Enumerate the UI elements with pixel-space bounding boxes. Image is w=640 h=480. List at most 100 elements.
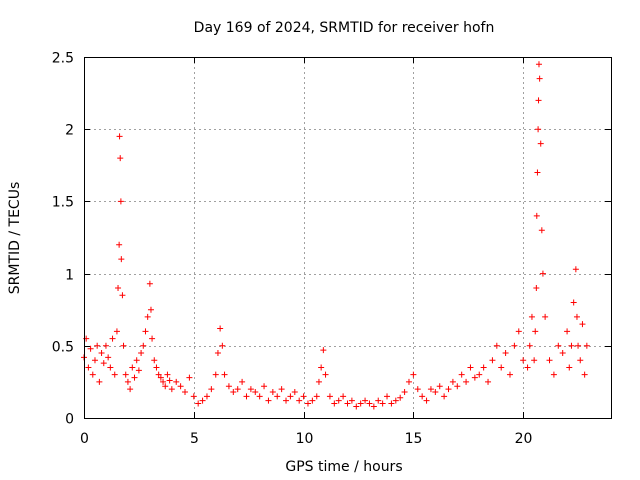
x-axis-label: GPS time / hours (285, 459, 402, 475)
data-point (300, 393, 307, 400)
data-point (536, 75, 543, 82)
data-point (572, 266, 579, 273)
data-point (570, 299, 577, 306)
data-point (116, 241, 123, 248)
x-tick-label: 5 (190, 431, 199, 447)
data-points (81, 61, 590, 410)
data-point (87, 345, 94, 352)
data-point (526, 342, 533, 349)
data-point (261, 383, 268, 390)
data-point (573, 313, 580, 320)
data-point (533, 212, 540, 219)
data-point (124, 378, 131, 385)
data-point (427, 386, 434, 393)
data-point (109, 335, 116, 342)
data-point (463, 378, 470, 385)
data-point (131, 374, 138, 381)
data-point (524, 364, 531, 371)
data-point (96, 378, 103, 385)
data-point (575, 342, 582, 349)
data-point (190, 393, 197, 400)
x-tick-label: 15 (405, 431, 423, 447)
axis-ticks: 0 5 10 15 20 0 0.5 1 1.5 2 2.5 (52, 51, 611, 447)
data-point (212, 371, 219, 378)
data-point (247, 386, 254, 393)
data-point (326, 393, 333, 400)
data-point (129, 364, 136, 371)
data-point (160, 378, 167, 385)
data-point (320, 347, 327, 354)
data-point (162, 383, 169, 390)
data-point (146, 280, 153, 287)
data-point (252, 389, 259, 396)
data-point (568, 342, 575, 349)
chart-title: Day 169 of 2024, SRMTID for receiver hof… (194, 20, 495, 36)
data-point (410, 371, 417, 378)
data-point (533, 285, 540, 292)
data-point (144, 313, 151, 320)
data-point (539, 270, 546, 277)
data-point (379, 400, 386, 407)
data-point (133, 357, 140, 364)
y-axis-label: SRMTID / TECUs (7, 182, 23, 295)
data-point (113, 328, 120, 335)
data-point (449, 378, 456, 385)
data-point (120, 342, 127, 349)
data-point (467, 364, 474, 371)
data-point (445, 386, 452, 393)
plot-frame (84, 57, 612, 419)
data-point (506, 371, 513, 378)
data-point (199, 397, 206, 404)
data-point (401, 389, 408, 396)
data-point (315, 378, 322, 385)
data-point (118, 256, 125, 263)
data-point (432, 389, 439, 396)
data-point (195, 400, 202, 407)
data-point (340, 393, 347, 400)
y-tick-label: 1 (65, 268, 74, 284)
data-point (234, 386, 241, 393)
data-point (221, 371, 228, 378)
data-point (546, 357, 553, 364)
data-point (135, 367, 142, 374)
data-point (511, 342, 518, 349)
y-tick-label: 0 (65, 412, 74, 428)
data-point (489, 357, 496, 364)
data-point (555, 342, 562, 349)
data-point (566, 364, 573, 371)
data-point (214, 350, 221, 357)
data-point (579, 321, 586, 328)
data-point (498, 364, 505, 371)
data-point (322, 371, 329, 378)
data-point (397, 394, 404, 401)
data-point (283, 397, 290, 404)
data-point (532, 328, 539, 335)
data-point (577, 357, 584, 364)
data-point (147, 306, 154, 313)
data-point (140, 342, 147, 349)
data-point (296, 397, 303, 404)
data-point (149, 335, 156, 342)
data-point (89, 371, 96, 378)
data-point (471, 374, 478, 381)
data-point (313, 393, 320, 400)
data-point (366, 400, 373, 407)
data-point (515, 328, 522, 335)
data-point (138, 350, 145, 357)
data-point (542, 313, 549, 320)
data-point (535, 61, 542, 68)
data-point (115, 285, 122, 292)
data-point (107, 364, 114, 371)
data-point (335, 397, 342, 404)
x-tick-label: 0 (80, 431, 89, 447)
data-point (384, 393, 391, 400)
data-point (581, 371, 588, 378)
data-point (219, 342, 226, 349)
y-tick-label: 1.5 (52, 195, 74, 211)
data-point (151, 357, 158, 364)
data-point (256, 393, 263, 400)
data-point (265, 397, 272, 404)
data-point (105, 354, 112, 361)
data-point (458, 371, 465, 378)
